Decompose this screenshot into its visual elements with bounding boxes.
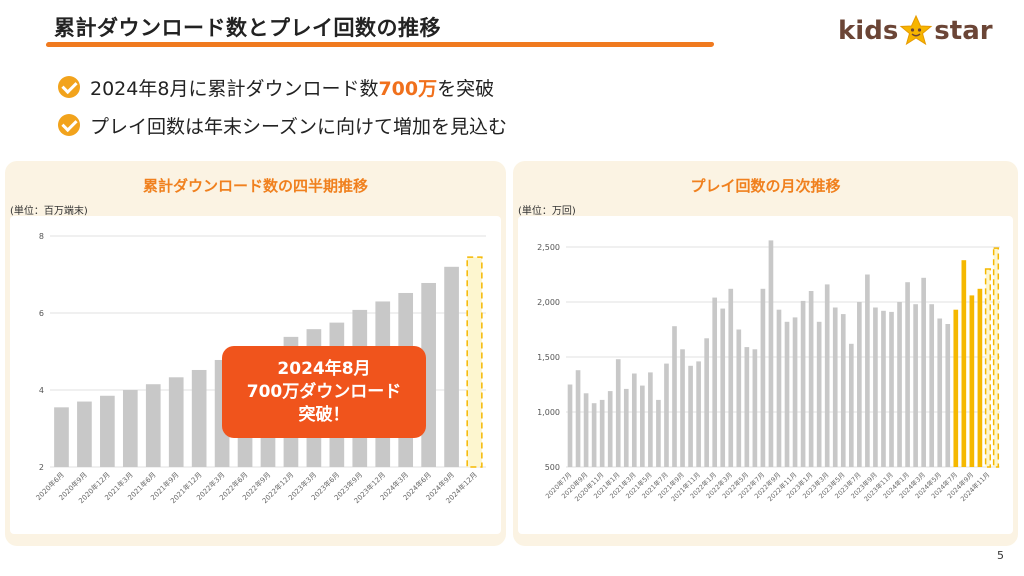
bar: [760, 288, 766, 467]
highlight-bar: [961, 260, 967, 467]
bar: [720, 308, 726, 467]
y-tick-label: 1,000: [537, 408, 560, 417]
bar: [768, 240, 774, 467]
bar: [615, 359, 621, 467]
bar: [865, 274, 870, 467]
y-tick-label: 2,000: [537, 298, 560, 307]
bullet-item: プレイ回数は年末シーズンに向けて増加を見込む: [58, 106, 507, 144]
bar: [656, 399, 661, 467]
bullet-item: 2024年8月に累計ダウンロード数700万を突破: [58, 68, 507, 106]
chart-area: 500 1,000 1,500 2,000 2,500 2020年7月 2020年9月 202…: [518, 216, 1013, 534]
bar: [591, 403, 597, 467]
bar: [816, 321, 822, 467]
bar: [168, 377, 184, 467]
highlight-bar: [969, 295, 975, 467]
forecast-bar: [992, 247, 1000, 468]
bar: [100, 395, 115, 467]
page-number: 5: [997, 549, 1004, 562]
milestone-callout: 2024年8月 700万ダウンロード 突破！: [222, 346, 426, 438]
y-tick-label: 500: [545, 463, 560, 472]
bar: [712, 297, 718, 467]
check-icon: [58, 76, 80, 98]
bar: [744, 347, 750, 467]
bar: [800, 300, 806, 467]
callout-line: 700万ダウンロード: [246, 381, 402, 402]
bar: [191, 369, 207, 467]
bar: [824, 284, 830, 467]
bar: [784, 321, 790, 467]
bar: [728, 288, 734, 467]
bar: [567, 384, 573, 467]
bar: [808, 291, 814, 467]
y-tick-label: 6: [39, 309, 44, 318]
bar: [680, 349, 685, 467]
bullet-text: プレイ回数は年末シーズンに向けて増加を見込む: [90, 115, 508, 138]
bar: [575, 370, 581, 467]
bar: [599, 399, 605, 467]
plays-panel: プレイ回数の月次推移 (単位：万回) 500 1,000 1,500 2,000 2,5…: [513, 161, 1018, 546]
bar: [122, 390, 138, 467]
bar: [792, 317, 798, 467]
bar: [631, 373, 637, 467]
bar: [145, 384, 161, 467]
bar: [640, 385, 645, 467]
bar: [776, 309, 782, 467]
bar: [897, 302, 902, 467]
callout-line: 2024年8月: [277, 358, 371, 379]
logo-text-star: star: [934, 16, 993, 46]
bar: [77, 401, 92, 467]
highlight-bar: [977, 288, 983, 467]
bar: [752, 349, 758, 467]
bar: [583, 393, 589, 467]
bar: [672, 326, 677, 467]
bar: [848, 343, 854, 467]
bar: [873, 307, 878, 467]
bar: [905, 282, 910, 467]
bar: [704, 338, 709, 467]
bar: [688, 365, 693, 467]
bar: [840, 314, 846, 467]
bar: [913, 304, 918, 467]
bar: [664, 363, 669, 467]
bar: [607, 391, 613, 467]
page-title: 累計ダウンロード数とプレイ回数の推移: [54, 16, 441, 40]
bar: [696, 361, 701, 467]
bar: [832, 307, 838, 467]
bar: [444, 266, 459, 467]
bar: [889, 311, 894, 467]
bullet-list: 2024年8月に累計ダウンロード数700万を突破 プレイ回数は年末シーズンに向け…: [58, 68, 507, 144]
y-tick-label: 4: [39, 386, 44, 395]
callout-line: 突破！: [298, 404, 350, 425]
bar: [648, 372, 653, 467]
logo-text-kids: kids: [838, 16, 899, 46]
y-tick-label: 1,500: [537, 353, 560, 362]
bar: [736, 329, 742, 467]
plays-chart: 5001,0001,5002,0002,5002020年7月2020年9月202…: [537, 240, 1000, 503]
kidsstar-logo: kids star: [838, 14, 993, 48]
bar: [857, 302, 862, 467]
unit-label: (単位：百万端末): [10, 206, 88, 217]
bullet-text: 2024年8月に累計ダウンロード数700万を突破: [90, 77, 495, 100]
bar: [623, 388, 629, 467]
y-tick-label: 2,500: [537, 243, 560, 252]
bar: [937, 318, 943, 467]
forecast-bar: [466, 256, 483, 468]
bar: [929, 304, 935, 467]
check-icon: [58, 114, 80, 136]
bar: [54, 407, 69, 467]
unit-label: (単位：万回): [518, 206, 576, 217]
chart-title: 累計ダウンロード数の四半期推移: [142, 177, 368, 195]
chart-title: プレイ回数の月次推移: [690, 177, 841, 195]
bar: [945, 324, 951, 467]
title-underline: [45, 42, 715, 47]
highlight-bar: [953, 309, 959, 467]
forecast-bar: [984, 268, 992, 468]
bar: [921, 277, 926, 467]
bar: [881, 310, 886, 467]
star-icon: [899, 14, 933, 46]
y-tick-label: 8: [39, 232, 44, 241]
y-tick-label: 2: [39, 463, 44, 472]
